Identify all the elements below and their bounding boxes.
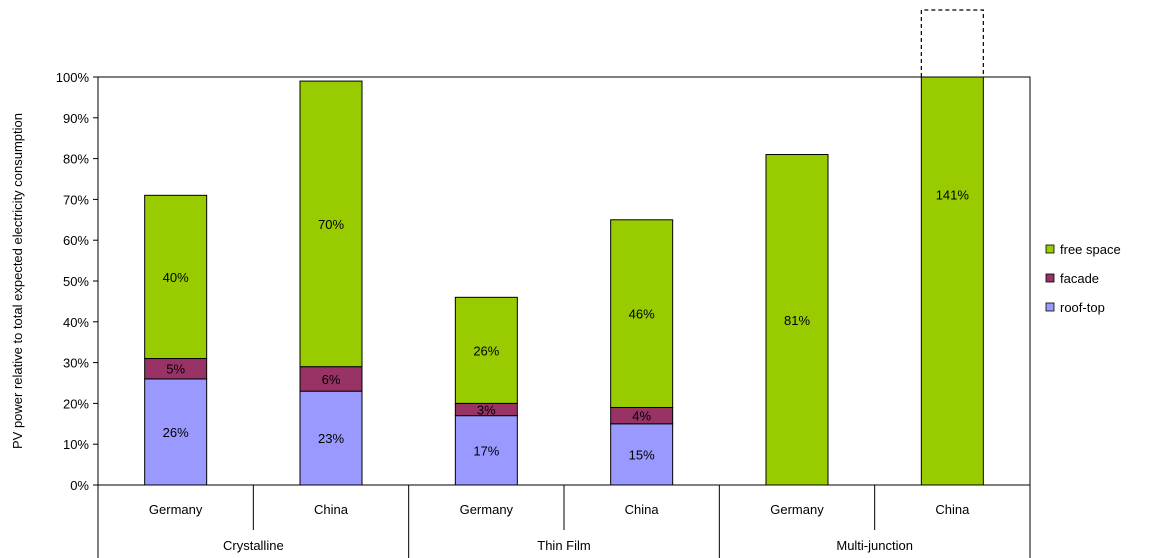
bar-segment [610, 423, 674, 486]
x-tick-label: China [314, 502, 349, 517]
data-label: 23% [318, 431, 344, 446]
data-label: 4% [632, 409, 651, 424]
y-tick-label: 30% [63, 356, 89, 371]
y-tick-label: 60% [63, 233, 89, 248]
y-tick-label: 70% [63, 192, 89, 207]
data-label: 40% [163, 270, 189, 285]
data-label: 81% [784, 313, 810, 328]
x-tick-label: Germany [149, 502, 203, 517]
x-tick-label: China [935, 502, 970, 517]
data-label: 141% [936, 187, 970, 202]
group-label: Thin Film [537, 538, 590, 553]
bar-segment [765, 154, 829, 486]
bars: 26% 5% 40% 23% 6% 70% 17% 3% 26% 15% 4% 46% 81% 141% [144, 9, 984, 486]
legend-swatch [1045, 273, 1055, 283]
y-tick-label: 90% [63, 111, 89, 126]
y-tick-label: 10% [63, 437, 89, 452]
data-label: 17% [473, 443, 499, 458]
bar-segment [454, 296, 518, 404]
x-tick-label: China [625, 502, 660, 517]
y-tick-label: 0% [70, 478, 89, 493]
y-axis: 0% 10% 20% 30% 40% 50% 60% 70% 80% 90% 100% [56, 70, 98, 493]
data-label: 26% [163, 425, 189, 440]
y-tick-label: 100% [56, 70, 90, 85]
plot-area [97, 76, 1031, 486]
bar-segment [299, 80, 363, 368]
bar-segment [299, 366, 363, 392]
x-tick-label: Germany [770, 502, 824, 517]
legend-label: facade [1060, 271, 1099, 286]
data-label: 6% [322, 372, 341, 387]
data-label: 15% [629, 447, 655, 462]
overflow-outline [920, 9, 984, 77]
legend-swatch [1045, 244, 1055, 254]
y-tick-label: 40% [63, 315, 89, 330]
data-label: 3% [477, 403, 496, 418]
x-axis: Germany China Germany China Germany China Crys… [97, 485, 1031, 558]
x-tick-label: Germany [460, 502, 514, 517]
y-axis-title: PV power relative to total expected elec… [10, 113, 25, 449]
y-tick-label: 80% [63, 152, 89, 167]
data-label: 70% [318, 217, 344, 232]
group-label: Multi-junction [836, 538, 913, 553]
legend-label: free space [1060, 242, 1121, 257]
y-tick-label: 20% [63, 396, 89, 411]
legend: free space facade roof-top [1045, 242, 1121, 315]
bar-segment [920, 76, 984, 486]
bar-segment [144, 194, 208, 360]
bar-segment [299, 390, 363, 486]
group-label: Crystalline [223, 538, 284, 553]
legend-label: roof-top [1060, 300, 1105, 315]
data-label: 5% [166, 362, 185, 377]
y-tick-label: 50% [63, 274, 89, 289]
bar-segment [144, 378, 208, 486]
bar-segment [610, 219, 674, 408]
data-label: 26% [473, 343, 499, 358]
bar-segment [454, 415, 518, 486]
data-label: 46% [629, 307, 655, 322]
legend-swatch [1045, 302, 1055, 312]
